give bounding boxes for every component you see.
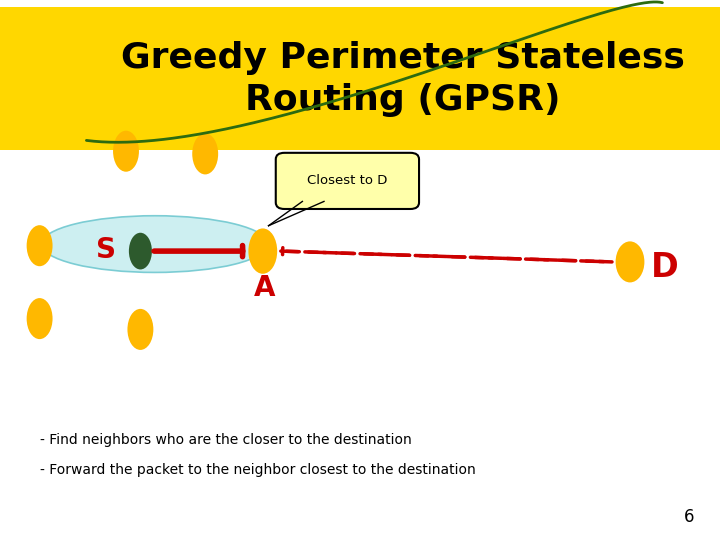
Text: S: S [96, 236, 116, 264]
Ellipse shape [129, 233, 152, 269]
Ellipse shape [42, 215, 269, 272]
Ellipse shape [248, 228, 277, 274]
Bar [0, 7, 720, 150]
Ellipse shape [616, 241, 644, 282]
Text: Greedy Perimeter Stateless
Routing (GPSR): Greedy Perimeter Stateless Routing (GPSR… [121, 40, 685, 117]
Ellipse shape [27, 298, 53, 339]
FancyBboxPatch shape [276, 153, 419, 209]
Ellipse shape [27, 225, 53, 266]
Text: A: A [253, 274, 275, 302]
Text: 6: 6 [684, 509, 695, 526]
Ellipse shape [113, 131, 139, 172]
Text: Closest to D: Closest to D [307, 174, 387, 187]
Ellipse shape [127, 309, 153, 350]
Text: - Find neighbors who are the closer to the destination: - Find neighbors who are the closer to t… [40, 433, 411, 447]
Text: D: D [651, 251, 678, 284]
Text: - Forward the packet to the neighbor closest to the destination: - Forward the packet to the neighbor clo… [40, 463, 475, 477]
Ellipse shape [192, 133, 218, 174]
